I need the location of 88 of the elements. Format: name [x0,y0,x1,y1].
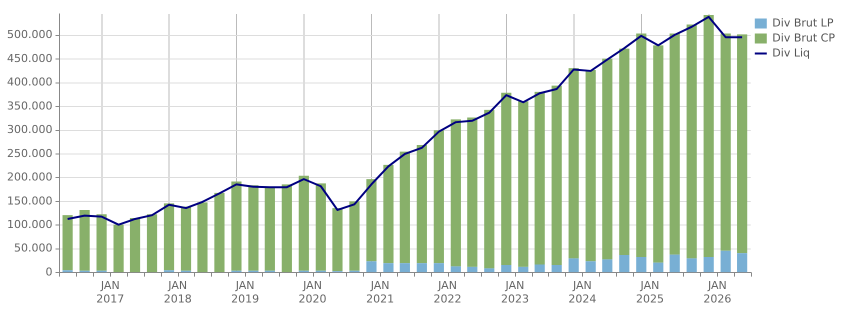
bar [467,266,478,272]
y-tick-label: 350.000 [6,99,52,112]
legend-label: Div Liq [772,46,810,60]
bar [80,210,90,271]
bar [704,14,714,257]
bar [349,201,360,271]
bar [366,261,377,272]
bar [568,68,579,258]
y-tick-label: 250.000 [6,146,52,160]
bar [568,258,579,272]
bar [720,250,731,272]
bar [434,263,444,272]
x-tick-label: JAN 2023 [500,279,529,306]
bar [214,192,225,272]
bar [450,119,461,266]
bar [316,183,326,271]
x-tick-label: JAN 2021 [366,279,394,306]
bar [484,110,494,268]
x-tick-label: JAN 2020 [298,279,327,306]
bar [636,33,646,257]
x-tick-label: JAN 2025 [636,279,664,306]
y-tick-label: 50.000 [14,242,52,255]
bar [366,179,377,262]
bar [383,263,394,272]
bar [670,254,680,272]
bar [619,48,630,256]
bar [670,33,680,255]
bar [400,263,410,272]
bar [602,58,612,260]
bar [484,268,494,272]
x-tick-label: JAN 2022 [434,279,462,306]
bar [416,144,427,264]
bar [180,206,192,271]
bar [552,265,562,272]
bar [467,117,478,267]
bar [602,259,612,272]
y-tick-label: 400.000 [6,76,52,89]
bar [383,164,394,264]
bar [737,253,748,272]
bar [62,215,73,270]
bar [686,258,697,272]
y-tick-label: 500.000 [6,28,52,42]
x-tick-label: JAN 2017 [96,279,124,306]
bar [534,92,545,265]
bar [586,261,596,272]
bar [400,152,410,264]
bar [636,256,646,272]
bar [619,255,630,272]
x-tick-label: JAN 2018 [164,279,192,306]
bar [264,187,275,271]
bar [518,101,528,267]
y-tick-label: 200.000 [6,170,52,184]
bar [501,265,512,272]
bar [534,264,545,272]
bar [518,266,528,272]
bar [501,92,512,266]
bar [231,181,242,271]
bar [416,263,427,272]
x-tick-label: JAN 2019 [231,279,260,306]
bar [737,34,748,254]
bar [653,45,664,263]
legend-label: Div Brut CP [772,31,836,44]
legend-label: Div Brut LP [772,16,834,30]
y-tick-label: 100.000 [6,218,52,232]
bar [130,218,140,272]
x-tick-label: JAN 2026 [703,279,732,306]
bar [197,202,208,272]
bar [720,33,731,251]
bar [298,176,309,271]
bar [113,224,124,272]
y-tick-label: 150.000 [6,194,52,208]
bar [332,208,343,272]
bar [282,184,292,272]
bar [586,70,596,262]
bar [164,203,174,270]
y-tick-label: 450.000 [6,52,52,65]
x-tick-label: JAN 2024 [568,279,596,306]
bar [248,185,259,271]
bar [450,266,461,272]
y-tick-label: 0 [45,265,52,278]
bar [653,262,664,272]
bar [704,256,714,272]
bar [434,130,444,264]
bar [552,86,562,266]
bar [146,214,158,272]
bar [686,24,697,258]
bar [96,214,107,271]
y-tick-label: 300.000 [6,123,52,136]
